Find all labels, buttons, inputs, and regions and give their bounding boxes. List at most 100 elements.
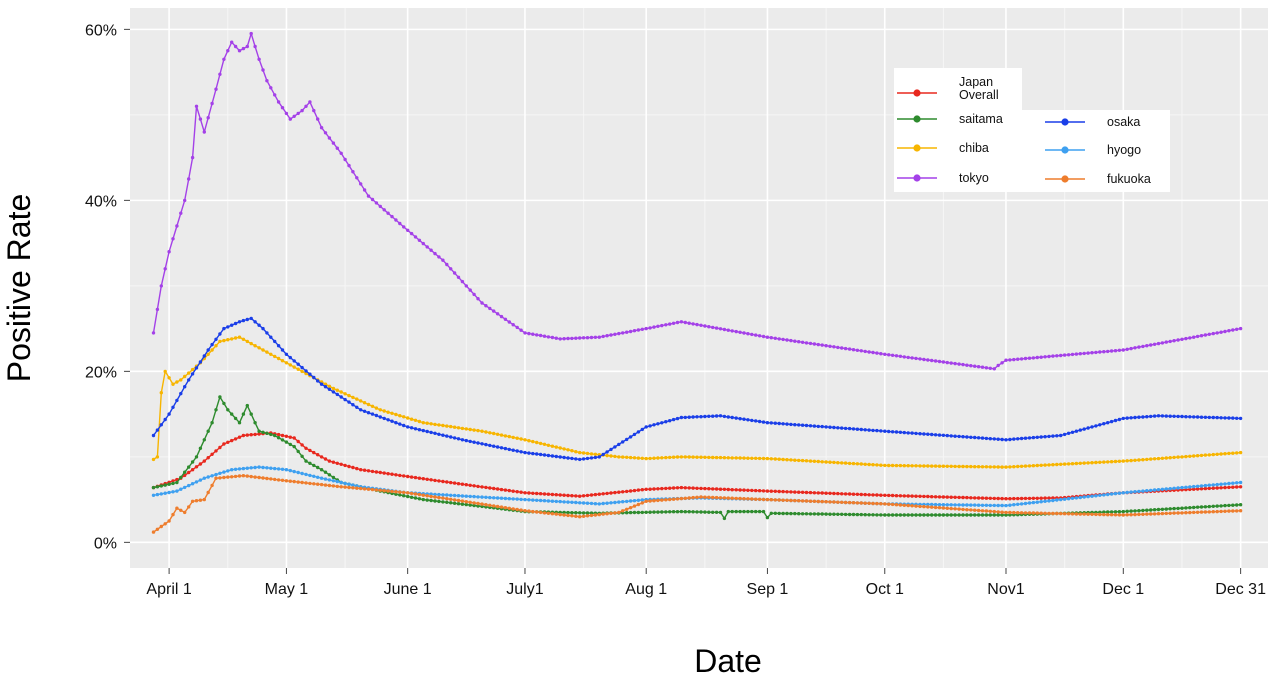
data-point	[1012, 357, 1016, 362]
data-point	[1004, 513, 1008, 517]
data-point	[851, 461, 856, 466]
data-point	[703, 455, 707, 459]
data-point	[687, 510, 691, 514]
data-point	[613, 500, 617, 505]
data-point	[793, 458, 797, 462]
data-point	[226, 408, 230, 412]
data-point	[437, 492, 441, 497]
data-point	[961, 503, 965, 507]
data-point	[167, 490, 171, 495]
data-point	[190, 372, 195, 376]
data-point	[984, 496, 989, 500]
data-point	[406, 425, 410, 429]
data-point	[531, 509, 535, 514]
data-point	[1031, 356, 1036, 360]
data-point	[351, 403, 355, 407]
data-point	[394, 218, 398, 222]
data-point	[1106, 349, 1110, 354]
data-point	[351, 483, 355, 487]
data-point	[906, 513, 910, 517]
data-point	[910, 431, 914, 435]
data-point	[605, 512, 609, 516]
data-point	[761, 489, 766, 493]
data-point	[480, 495, 484, 499]
data-point	[492, 496, 496, 500]
data-point	[781, 337, 785, 342]
data-point	[1109, 492, 1114, 496]
data-point	[699, 455, 703, 459]
data-point	[230, 468, 234, 472]
data-point	[898, 503, 903, 507]
data-point	[738, 488, 742, 492]
data-point	[1090, 461, 1094, 465]
data-point	[840, 492, 844, 496]
data-point	[398, 473, 402, 478]
data-point	[730, 488, 734, 492]
data-point	[1055, 434, 1059, 438]
data-point	[265, 79, 269, 83]
data-point	[890, 430, 895, 434]
data-point	[812, 424, 817, 428]
data-point	[1074, 512, 1079, 516]
data-point	[718, 414, 723, 418]
data-point	[589, 452, 594, 456]
data-point	[562, 337, 566, 341]
data-point	[1102, 422, 1106, 426]
data-point	[441, 493, 445, 497]
data-point	[699, 415, 703, 419]
y-tick-label: 20%	[85, 364, 117, 381]
data-point	[855, 427, 860, 431]
data-point	[957, 495, 961, 500]
data-point	[1180, 506, 1184, 510]
data-point	[746, 509, 750, 514]
data-point	[1199, 510, 1204, 514]
data-point	[1215, 509, 1219, 514]
data-point	[1000, 361, 1004, 365]
data-point	[507, 434, 511, 439]
data-point	[1008, 510, 1012, 515]
data-point	[609, 501, 613, 505]
data-point	[194, 366, 199, 370]
data-point	[617, 490, 621, 494]
data-point	[973, 435, 977, 440]
data-point	[370, 197, 375, 202]
data-point	[933, 433, 938, 437]
data-point	[316, 475, 320, 479]
data-point	[398, 490, 402, 494]
data-point	[640, 501, 644, 505]
legend-marker	[913, 115, 921, 123]
data-point	[1051, 434, 1055, 438]
data-point	[163, 417, 167, 422]
data-point	[276, 356, 281, 361]
data-point	[652, 456, 656, 460]
data-point	[922, 504, 926, 509]
data-point	[593, 513, 598, 517]
data-point	[1090, 351, 1094, 355]
data-point	[820, 512, 824, 516]
data-point	[804, 341, 809, 345]
data-point	[503, 496, 508, 501]
data-point	[902, 355, 906, 359]
data-point	[409, 491, 414, 496]
data-point	[953, 503, 957, 507]
data-point	[617, 510, 621, 515]
data-point	[1062, 497, 1067, 501]
data-point	[206, 352, 210, 356]
data-point	[722, 456, 727, 460]
data-point	[777, 337, 781, 341]
data-point	[707, 487, 711, 491]
data-point	[366, 402, 371, 407]
data-point	[738, 496, 742, 501]
data-point	[883, 352, 887, 356]
data-point	[343, 397, 347, 402]
data-point	[1184, 454, 1188, 459]
data-point	[445, 500, 449, 504]
data-point	[867, 513, 871, 517]
data-point	[945, 506, 949, 510]
data-point	[906, 355, 910, 360]
data-point	[1195, 487, 1200, 491]
data-point	[323, 470, 328, 474]
data-point	[429, 248, 433, 252]
data-point	[273, 354, 277, 359]
data-point	[288, 479, 292, 483]
